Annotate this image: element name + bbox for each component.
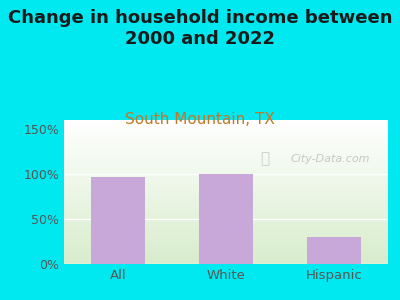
Bar [199, 174, 253, 264]
Bar [307, 237, 361, 264]
Text: South Mountain, TX: South Mountain, TX [125, 112, 275, 128]
Text: ⓘ: ⓘ [260, 152, 270, 166]
Text: City-Data.com: City-Data.com [291, 154, 370, 164]
Bar [91, 177, 145, 264]
Text: Change in household income between
2000 and 2022: Change in household income between 2000 … [8, 9, 392, 48]
